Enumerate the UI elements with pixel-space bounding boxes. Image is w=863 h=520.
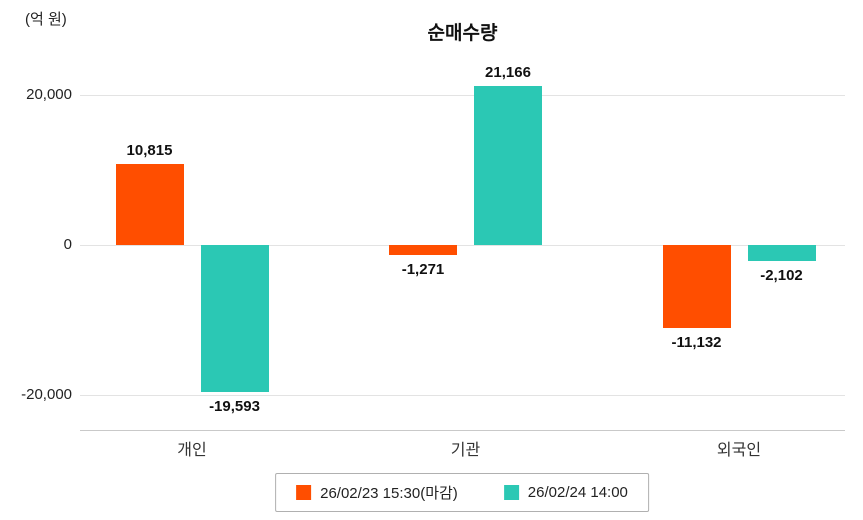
y-tick-label: 20,000 xyxy=(26,86,72,103)
chart-legend: 26/02/23 15:30(마감) 26/02/24 14:00 xyxy=(275,473,649,512)
bar-value-label: -2,102 xyxy=(760,266,803,284)
gridline xyxy=(80,245,845,246)
y-tick-label: 0 xyxy=(63,236,72,253)
legend-item-series2: 26/02/24 14:00 xyxy=(503,484,628,501)
category-label: 개인 xyxy=(177,442,207,459)
gridline xyxy=(80,95,845,96)
gridline xyxy=(80,395,845,396)
bar-series2-2 xyxy=(474,86,542,245)
bar-value-label: -11,132 xyxy=(671,334,722,352)
bar-value-label: -1,271 xyxy=(401,260,445,278)
bar-series2-1 xyxy=(200,245,269,392)
y-axis-unit-label: (억 원) xyxy=(25,11,67,28)
category-label: 기관 xyxy=(450,442,481,459)
y-tick-label: -20,000 xyxy=(21,386,72,403)
bar-value-label: 21,166 xyxy=(485,64,531,82)
bar-series2-3 xyxy=(747,245,816,261)
legend-item-series1: 26/02/23 15:30(마감) xyxy=(296,482,458,503)
bar-value-label: 10,815 xyxy=(126,141,173,159)
x-axis-line xyxy=(80,430,845,431)
legend-color-swatch xyxy=(503,485,519,500)
category-label: 외국인 xyxy=(716,442,762,459)
bar-value-label: -19,593 xyxy=(209,397,260,415)
legend-label: 26/02/24 14:00 xyxy=(527,484,628,501)
bar-series1-2 xyxy=(389,245,457,255)
chart-title: 순매수량 xyxy=(427,23,498,44)
bar-series1-3 xyxy=(662,245,731,329)
bar-series1-1 xyxy=(115,163,184,245)
legend-label: 26/02/23 15:30(마감) xyxy=(320,485,458,502)
legend-color-swatch xyxy=(296,485,312,500)
